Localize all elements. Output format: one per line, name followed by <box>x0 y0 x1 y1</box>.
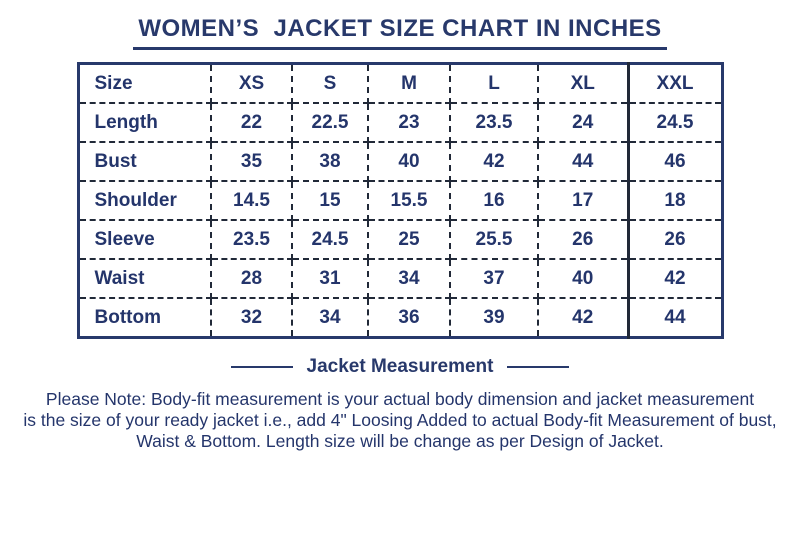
table-cell: 35 <box>210 141 293 182</box>
table-cell: 16 <box>449 180 539 221</box>
title-wrap: WOMEN’S JACKET SIZE CHART IN INCHES <box>0 0 800 50</box>
table-cell: 15 <box>291 180 369 221</box>
header-cell-s: S <box>291 62 369 104</box>
table-row-bust: Bust 35 38 40 42 44 46 <box>77 141 723 182</box>
row-label: Bust <box>77 141 212 182</box>
header-cell-m: M <box>367 62 451 104</box>
table-row-length: Length 22 22.5 23 23.5 24 24.5 <box>77 102 723 143</box>
header-cell-l: L <box>449 62 539 104</box>
table-cell: 22.5 <box>291 102 369 143</box>
table-cell: 42 <box>449 141 539 182</box>
table-cell: 44 <box>537 141 629 182</box>
table-cell: 46 <box>626 141 723 182</box>
table-cell: 23 <box>367 102 451 143</box>
table-cell: 23.5 <box>449 102 539 143</box>
table-row-shoulder: Shoulder 14.5 15 15.5 16 17 18 <box>77 180 723 221</box>
table-cell: 25.5 <box>449 219 539 260</box>
header-cell-xs: XS <box>210 62 293 104</box>
row-label: Length <box>77 102 212 143</box>
row-label: Sleeve <box>77 219 212 260</box>
note-text: Please Note: Body-fit measurement is you… <box>23 389 777 451</box>
row-label: Waist <box>77 258 212 299</box>
table-row-waist: Waist 28 31 34 37 40 42 <box>77 258 723 299</box>
left-rule <box>230 366 293 368</box>
table-cell: 24 <box>537 102 629 143</box>
table-cell: 40 <box>537 258 629 299</box>
table-cell: 17 <box>537 180 629 221</box>
table-cell: 44 <box>626 297 723 339</box>
row-label: Shoulder <box>77 180 212 221</box>
table-cell: 39 <box>449 297 539 339</box>
table-cell: 14.5 <box>210 180 293 221</box>
jacket-measurement-label: Jacket Measurement <box>306 356 494 377</box>
table-cell: 34 <box>291 297 369 339</box>
table-cell: 23.5 <box>210 219 293 260</box>
table-cell: 22 <box>210 102 293 143</box>
table-cell: 42 <box>626 258 723 299</box>
size-chart-table: Size XS S M L XL XXL Length 22 22.5 23 2… <box>76 62 724 339</box>
table-cell: 37 <box>449 258 539 299</box>
row-label: Bottom <box>77 297 212 339</box>
table-cell: 40 <box>367 141 451 182</box>
table-cell: 36 <box>367 297 451 339</box>
table-cell: 26 <box>537 219 629 260</box>
table-cell: 34 <box>367 258 451 299</box>
table-row-sleeve: Sleeve 23.5 24.5 25 25.5 26 26 <box>77 219 723 260</box>
table-cell: 24.5 <box>626 102 723 143</box>
table-cell: 25 <box>367 219 451 260</box>
header-cell-xl: XL <box>537 62 629 104</box>
table-cell: 15.5 <box>367 180 451 221</box>
table-cell: 26 <box>626 219 723 260</box>
page-title: WOMEN’S JACKET SIZE CHART IN INCHES <box>133 15 667 50</box>
table-cell: 28 <box>210 258 293 299</box>
header-cell-xxl: XXL <box>626 62 723 104</box>
table-cell: 31 <box>291 258 369 299</box>
header-row: Size XS S M L XL XXL <box>77 62 723 104</box>
table-cell: 24.5 <box>291 219 369 260</box>
table-cell: 38 <box>291 141 369 182</box>
jacket-measurement-heading: Jacket Measurement <box>0 356 800 378</box>
header-cell-size: Size <box>77 62 212 104</box>
table-cell: 18 <box>626 180 723 221</box>
table-cell: 42 <box>537 297 629 339</box>
table-row-bottom: Bottom 32 34 36 39 42 44 <box>77 297 723 339</box>
table-cell: 32 <box>210 297 293 339</box>
right-rule <box>507 366 570 368</box>
